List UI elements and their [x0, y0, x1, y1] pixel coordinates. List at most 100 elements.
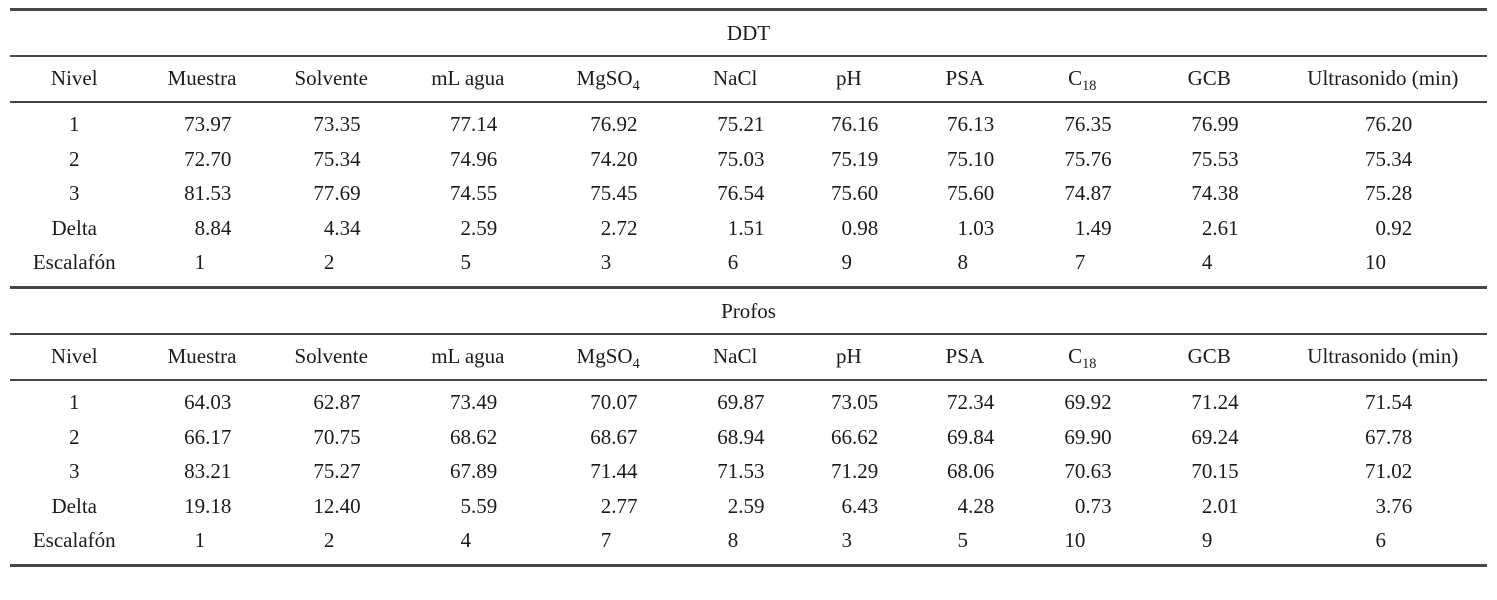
cell: 3: [793, 523, 905, 565]
cell-value: 75.21: [717, 112, 765, 136]
cell-value: 75.45: [590, 181, 638, 206]
cell-value: 8: [957, 250, 968, 275]
column-header-text: Nivel: [50, 344, 98, 369]
column-header: pH: [792, 334, 905, 382]
page: DDT Nivel Muestra Solvente mL agua MgSO4 NaCl p…: [10, 8, 1487, 568]
cell-value: 2.59: [727, 493, 765, 518]
cell: 71.44: [539, 454, 678, 489]
cell-value: 6: [727, 250, 739, 275]
cell-value: 1: [194, 528, 206, 553]
cell-value: 19.18: [184, 493, 232, 518]
cell-value: 74.55: [449, 181, 498, 206]
column-header-text: Muestra: [167, 66, 237, 90]
cell: 69.84: [905, 420, 1025, 455]
column-header: Muestra: [138, 334, 266, 382]
cell-value: 5: [957, 528, 968, 553]
cell-value: 4: [460, 528, 471, 553]
cell: 2.59: [678, 489, 793, 524]
cell: 76.92: [539, 102, 678, 142]
cell-value: 75.27: [313, 459, 361, 484]
cell: 75.45: [539, 176, 678, 211]
cell: 74.87: [1025, 176, 1140, 211]
table-title: Profos: [10, 287, 1487, 336]
cell: 4: [1140, 245, 1279, 286]
cell-value: 9: [1201, 528, 1213, 553]
cell: 68.94: [678, 420, 793, 455]
cell-value: 70.75: [313, 424, 361, 449]
cell-value: 75.34: [313, 146, 361, 171]
cell: 5: [397, 245, 539, 286]
cell-value: 2: [323, 528, 335, 553]
cell: 76.16: [793, 102, 905, 142]
cell-value: 77.14: [449, 112, 498, 136]
row-label: 1: [68, 112, 80, 136]
cell: 67.78: [1279, 420, 1487, 455]
cell-value: 75.19: [831, 146, 879, 171]
cell: 77.14: [397, 102, 539, 142]
cell: 12.40: [266, 489, 397, 524]
cell-value: 1: [194, 250, 206, 275]
cell: 69.90: [1025, 420, 1140, 455]
cell: 4: [397, 523, 539, 565]
cell: 2.01: [1140, 489, 1279, 524]
cell-value: 1.03: [957, 215, 995, 240]
column-header-text: Nivel: [50, 66, 98, 90]
cell: 75.60: [793, 176, 905, 211]
cell: 4.34: [266, 211, 397, 246]
cell: 75.76: [1025, 142, 1140, 177]
cell: 76.99: [1140, 102, 1279, 142]
cell: 70.15: [1140, 454, 1279, 489]
cell: 71.29: [793, 454, 905, 489]
cell: 3.76: [1279, 489, 1487, 524]
column-header-text: mL agua: [431, 66, 505, 90]
cell: 6: [1279, 523, 1487, 565]
cell: 73.49: [397, 380, 539, 420]
row-label: Escalafón: [32, 528, 116, 553]
cell-value: 2.61: [1201, 215, 1239, 240]
cell-value: 71.54: [1364, 390, 1413, 415]
cell: 10: [1279, 245, 1487, 286]
column-header: NaCl: [677, 334, 793, 382]
cell-value: 70.07: [590, 390, 638, 415]
cell-value: 73.97: [184, 112, 232, 136]
cell: 83.21: [138, 454, 265, 489]
cell-value: 70.15: [1191, 459, 1239, 484]
cell-value: 68.62: [449, 424, 498, 449]
column-header-text: GCB: [1187, 66, 1231, 90]
cell: 72.70: [138, 142, 265, 177]
cell: 2.61: [1140, 211, 1279, 246]
column-header-text: MgSO: [576, 66, 633, 90]
cell-value: 5.59: [460, 493, 498, 518]
cell-value: 0.98: [841, 215, 879, 240]
cell: 2: [266, 245, 397, 286]
cell-value: 3: [841, 528, 853, 553]
row-label: 2: [68, 146, 80, 171]
cell: 64.03: [138, 380, 265, 420]
column-header-text: PSA: [945, 66, 985, 90]
table-row: 2 72.70 75.34 74.96 74.20 75.03 75.19 75.10 75.7…: [10, 142, 1487, 177]
column-header-text: Ultrasonido (min): [1307, 66, 1459, 90]
cell: 69.92: [1025, 380, 1140, 420]
cell-value: 75.34: [1364, 146, 1413, 171]
column-header-text: pH: [836, 66, 862, 90]
cell-value: 69.24: [1191, 424, 1239, 449]
cell: 66.17: [138, 420, 265, 455]
cell: 2.59: [397, 211, 539, 246]
column-header-text: Ultrasonido (min): [1307, 344, 1459, 369]
cell: 5: [905, 523, 1025, 565]
row-label: Delta: [51, 493, 97, 518]
cell: 6: [678, 245, 793, 286]
results-table-ddt: DDT Nivel Muestra Solvente mL agua MgSO4 NaCl p…: [10, 8, 1487, 286]
cell-value: 2.77: [600, 493, 638, 518]
cell-value: 64.03: [184, 390, 232, 415]
cell-value: 2.59: [460, 215, 498, 240]
column-header-subscript: 4: [632, 356, 640, 373]
column-header: PSA: [905, 334, 1025, 382]
column-header-text: MgSO: [576, 344, 633, 369]
column-header-text: Solvente: [294, 344, 368, 369]
cell: 0.98: [793, 211, 905, 246]
cell: 71.53: [678, 454, 793, 489]
cell-value: 83.21: [184, 459, 232, 484]
cell: 71.54: [1279, 380, 1487, 420]
cell: 1.51: [678, 211, 793, 246]
